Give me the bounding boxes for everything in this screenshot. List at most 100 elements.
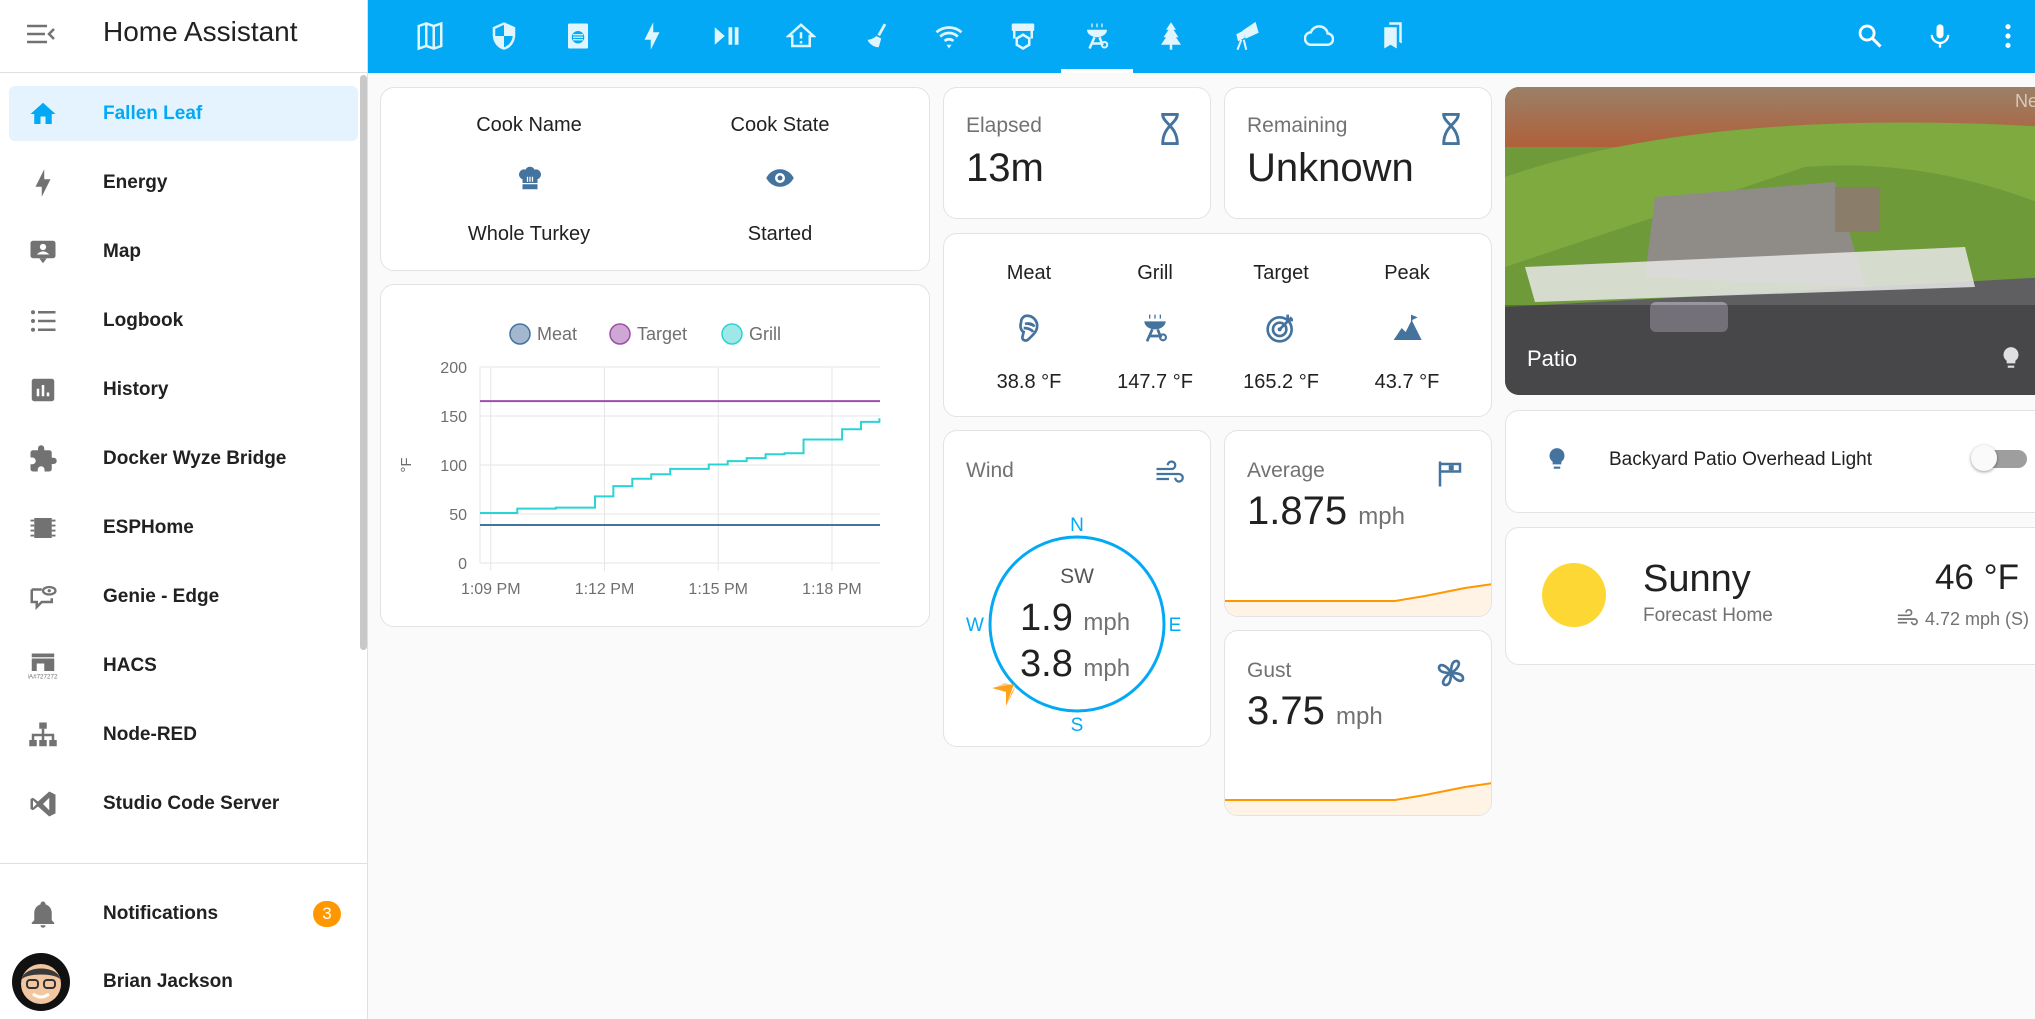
printer-3d-icon[interactable]: [1004, 17, 1042, 55]
dots-vertical-icon[interactable]: [1989, 17, 2027, 55]
map-icon[interactable]: [411, 17, 449, 55]
bookmark-icon[interactable]: [1374, 17, 1412, 55]
avatar[interactable]: [12, 953, 70, 1011]
sidebar-item-profile[interactable]: Brian Jackson: [9, 954, 358, 1009]
dishwasher-icon[interactable]: [559, 17, 597, 55]
home-icon: [26, 97, 60, 131]
wind-gust-value: 3.8: [1020, 643, 1073, 685]
timer-sand-icon: [1442, 113, 1460, 145]
sunny-icon: [1542, 563, 1606, 627]
elapsed-card[interactable]: Elapsed 13m: [943, 87, 1211, 219]
patio-camera-card[interactable]: Nes Patio: [1505, 87, 2035, 395]
notification-count-badge: 3: [313, 901, 341, 927]
chat-eye-icon: [26, 580, 60, 614]
hacs-store-icon: HA#727272S: [26, 649, 60, 683]
legend-label-grill: Grill: [749, 324, 781, 344]
sidebar-item-history[interactable]: History: [9, 362, 358, 417]
compass-east: E: [1169, 615, 1182, 636]
probe-value: 147.7 °F: [1117, 371, 1193, 393]
divider: [0, 863, 368, 864]
lightbulb-icon[interactable]: [1998, 342, 2024, 374]
sitemap-icon: [26, 718, 60, 752]
sidebar-item-label: ESPHome: [103, 516, 194, 538]
series-line-grill: [480, 418, 881, 515]
elapsed-label: Elapsed: [966, 114, 1042, 137]
wind-compass: N S W E SW: [966, 515, 1182, 736]
light-toggle[interactable]: [1971, 445, 2027, 471]
light-name: Backyard Patio Overhead Light: [1609, 449, 1872, 470]
cook-info-card[interactable]: Cook Name Whole Turkey Cook State Starte…: [380, 87, 930, 271]
wind-gust-unit: mph: [1083, 655, 1131, 682]
wifi-icon[interactable]: [930, 17, 968, 55]
wind-speed-unit: mph: [1083, 609, 1131, 636]
sidebar-item-label: Node-RED: [103, 723, 197, 745]
camera-watermark: Nes: [2015, 91, 2035, 111]
wind-card[interactable]: Wind N S W E SW 1.9 mph 3.8 mph: [943, 430, 1211, 747]
gust-card[interactable]: Gust 3.75 mph: [1224, 630, 1492, 816]
sidebar-item-esphome[interactable]: ESPHome: [9, 500, 358, 555]
sidebar-item-node-red[interactable]: Node-RED: [9, 707, 358, 762]
broom-icon[interactable]: [856, 17, 894, 55]
temperature-chart[interactable]: 0 50 100 150 200 1:09 PM 1:12 PM 1:15 PM 1:18 PM…: [381, 285, 930, 627]
lightbulb-icon: [1549, 448, 1565, 469]
home-alert-icon[interactable]: [782, 17, 820, 55]
sidebar-item-docker-wyze-bridge[interactable]: Docker Wyze Bridge: [9, 431, 358, 486]
app-title: Home Assistant: [103, 16, 298, 47]
pine-tree-icon[interactable]: [1152, 17, 1190, 55]
legend-marker-target: [609, 323, 631, 345]
telescope-icon[interactable]: [1226, 17, 1264, 55]
cook-state-label: Cook State: [730, 114, 830, 136]
legend-label-meat: Meat: [537, 324, 577, 344]
lightning-icon[interactable]: [633, 17, 671, 55]
play-pause-icon[interactable]: [707, 17, 745, 55]
search-icon[interactable]: [1851, 17, 1889, 55]
sidebar-scrollbar[interactable]: [360, 75, 367, 650]
y-tick-label: 0: [458, 556, 467, 573]
cook-name-value: Whole Turkey: [467, 223, 591, 245]
sidebar: Home Assistant Fallen Leaf Energy Map Logbo…: [0, 0, 368, 1019]
weather-card[interactable]: Sunny Forecast Home 46 °F 4.72 mph (S): [1505, 527, 2035, 665]
wind-speed: 1.9 mph: [1020, 597, 1130, 640]
compass-north: N: [1070, 515, 1084, 536]
remaining-card[interactable]: Remaining Unknown: [1224, 87, 1492, 219]
microphone-icon[interactable]: [1921, 17, 1959, 55]
average-label: Average: [1247, 459, 1325, 482]
patio-light-row[interactable]: Backyard Patio Overhead Light: [1505, 410, 2035, 513]
menu-collapse-icon[interactable]: [26, 22, 56, 46]
weather-windy-icon: [1156, 460, 1184, 483]
sidebar-item-notifications[interactable]: Notifications: [9, 886, 358, 941]
average-unit: mph: [1358, 503, 1405, 530]
cloud-icon[interactable]: [1300, 17, 1338, 55]
average-wind-card[interactable]: Average 1.875 mph: [1224, 430, 1492, 617]
gust-value: 3.75: [1247, 689, 1325, 733]
temperature-history-card[interactable]: 0 50 100 150 200 1:09 PM 1:12 PM 1:15 PM 1:18 PM…: [380, 284, 930, 627]
wind-speed-value: 1.9: [1020, 597, 1073, 639]
sidebar-item-label: HACS: [103, 654, 157, 676]
sidebar-item-map[interactable]: Map: [9, 224, 358, 279]
x-tick-label: 1:18 PM: [802, 581, 862, 598]
y-axis-label: °F: [398, 457, 415, 472]
sidebar-item-hacs[interactable]: HA#727272S HACS: [9, 638, 358, 693]
remaining-label: Remaining: [1247, 114, 1348, 137]
legend-marker-grill: [721, 323, 743, 345]
grill-icon[interactable]: [1078, 17, 1116, 55]
top-toolbar: [368, 0, 2035, 73]
chef-hat-icon: [518, 166, 542, 190]
summit-icon: [1391, 312, 1423, 349]
wind-direction-arrow-icon: [992, 683, 1016, 706]
x-tick-label: 1:15 PM: [688, 581, 748, 598]
sidebar-item-genie-edge[interactable]: Genie - Edge: [9, 569, 358, 624]
wind-gust: 3.8 mph: [1020, 643, 1130, 686]
wind-label: Wind: [966, 459, 1014, 482]
sidebar-item-studio-code-server[interactable]: Studio Code Server: [9, 776, 358, 831]
shield-icon[interactable]: [485, 17, 523, 55]
probe-label: Grill: [1137, 262, 1173, 284]
sidebar-item-fallen-leaf[interactable]: Fallen Leaf: [9, 86, 358, 141]
sparkline-fill: [1225, 783, 1491, 815]
legend-marker-meat: [509, 323, 531, 345]
sidebar-item-label: Studio Code Server: [103, 792, 280, 814]
probe-value: 165.2 °F: [1243, 371, 1319, 393]
sidebar-item-energy[interactable]: Energy: [9, 155, 358, 210]
camera-snapshot[interactable]: [1505, 87, 2035, 395]
sidebar-item-logbook[interactable]: Logbook: [9, 293, 358, 348]
